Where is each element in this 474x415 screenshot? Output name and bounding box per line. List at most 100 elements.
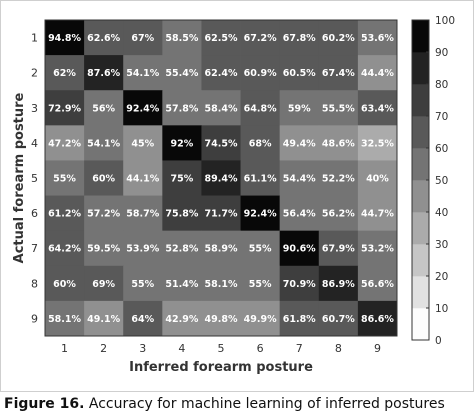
heatmap-cell — [318, 55, 359, 91]
cell-value-label: 48.6% — [322, 138, 355, 149]
y-axis-label: Actual forearm posture — [12, 92, 27, 263]
cell-value-label: 58.9% — [205, 244, 238, 255]
heatmap-cell — [279, 55, 320, 91]
cell-value-label: 55% — [53, 174, 76, 185]
cell-value-label: 54.1% — [126, 68, 159, 79]
heatmap-cell — [318, 265, 359, 302]
cell-value-label: 49.8% — [205, 314, 238, 325]
heatmap-cell — [123, 195, 163, 232]
heatmap-cell — [201, 195, 241, 232]
colorbar-segment — [412, 84, 429, 117]
y-tick-label: 6 — [31, 207, 38, 220]
cell-value-label: 44.4% — [361, 68, 394, 79]
colorbar-segment — [412, 308, 429, 341]
heatmap-cell — [123, 20, 163, 56]
figure-caption: Figure 16. Accuracy for machine learning… — [4, 396, 445, 412]
cell-value-label: 87.6% — [87, 68, 120, 79]
colorbar-tick-label: 20 — [435, 271, 448, 283]
heatmap-cell — [201, 230, 241, 267]
heatmap-cell — [240, 20, 281, 56]
cell-value-label: 63.4% — [361, 103, 394, 114]
caption-text: Accuracy for machine learning of inferre… — [84, 396, 445, 412]
cell-value-label: 71.7% — [205, 209, 238, 220]
heatmap-cell — [357, 230, 398, 267]
plot-border — [44, 19, 398, 337]
cell-value-label: 60.9% — [244, 68, 277, 79]
cell-value-label: 55% — [131, 279, 154, 290]
cell-value-label: 53.9% — [126, 244, 159, 255]
cell-value-label: 59.5% — [87, 244, 120, 255]
cell-value-label: 53.2% — [361, 244, 394, 255]
y-tick-label: 5 — [31, 172, 38, 185]
colorbar-tick-label: 0 — [435, 335, 442, 347]
cell-value-label: 72.9% — [48, 103, 81, 114]
cell-value-label: 57.2% — [87, 209, 120, 220]
cell-value-label: 60% — [53, 279, 76, 290]
heatmap-cell — [279, 195, 320, 232]
x-tick-label: 3 — [139, 342, 146, 355]
cell-value-label: 67.4% — [322, 68, 355, 79]
heatmap-cell — [357, 55, 398, 91]
heatmap-cell — [45, 20, 85, 56]
cell-value-label: 58.7% — [126, 209, 159, 220]
heatmap-cell — [201, 265, 241, 302]
cell-value-label: 67.2% — [244, 33, 277, 44]
cell-value-label: 55.5% — [322, 103, 355, 114]
heatmap-cell — [45, 90, 85, 126]
cell-value-label: 61.1% — [244, 174, 277, 185]
cell-value-label: 56.2% — [322, 209, 355, 220]
y-tick-label: 8 — [31, 277, 38, 290]
cell-value-label: 51.4% — [165, 279, 198, 290]
heatmap-cell — [240, 230, 281, 267]
cell-value-label: 64% — [131, 314, 154, 325]
heatmap-cell — [162, 55, 202, 91]
colorbar-segment — [412, 20, 429, 53]
heatmap-cell — [318, 230, 359, 267]
cell-value-label: 59% — [288, 103, 311, 114]
x-tick-label: 8 — [335, 342, 342, 355]
cell-value-label: 49.4% — [283, 138, 316, 149]
x-axis-label: Inferred forearm posture — [129, 360, 313, 375]
cell-value-label: 54.1% — [87, 138, 120, 149]
heatmap-cell — [318, 300, 359, 337]
heatmap-cell — [357, 20, 398, 56]
heatmap-cell — [162, 160, 202, 196]
cell-value-label: 74.5% — [205, 138, 238, 149]
colorbar-tick-label: 10 — [435, 303, 448, 315]
cell-value-label: 58.4% — [205, 103, 238, 114]
heatmap-cell — [357, 125, 398, 161]
x-tick-label: 7 — [296, 342, 303, 355]
heatmap-cell — [201, 300, 241, 337]
heatmap-chart: 94.8% 62.6% 67% 58.5% 62.5% 67.2% 67.8% 60.2% 53… — [0, 0, 474, 392]
x-tick-label: 4 — [178, 342, 185, 355]
y-tick-label: 1 — [31, 32, 38, 45]
heatmap-cell — [84, 195, 124, 232]
cell-value-label: 62.5% — [205, 33, 238, 44]
heatmap-cell — [84, 230, 124, 267]
heatmap-cell — [240, 265, 281, 302]
colorbar-segment — [412, 148, 429, 181]
y-tick-label: 9 — [31, 312, 38, 325]
x-tick-label: 6 — [257, 342, 264, 355]
cell-value-label: 60.2% — [322, 33, 355, 44]
cell-value-label: 40% — [366, 174, 389, 185]
heatmap-cell — [279, 160, 320, 196]
cell-value-label: 60.5% — [283, 68, 316, 79]
cell-value-label: 60.7% — [322, 314, 355, 325]
cell-value-label: 49.9% — [244, 314, 277, 325]
cell-value-label: 67% — [131, 33, 154, 44]
heatmap-cell — [279, 265, 320, 302]
heatmap-cell — [357, 195, 398, 232]
heatmap-cell — [318, 20, 359, 56]
colorbar-segment — [412, 244, 429, 277]
heatmap-cell — [84, 90, 124, 126]
heatmap-cell — [123, 300, 163, 337]
heatmap-cell — [84, 125, 124, 161]
heatmap-cell — [318, 90, 359, 126]
caption-label: Figure 16. — [4, 396, 85, 412]
cell-value-label: 56% — [92, 103, 115, 114]
cell-value-label: 57.8% — [165, 103, 198, 114]
heatmap-cell — [201, 160, 241, 196]
heatmap-cell — [318, 160, 359, 196]
colorbar-tick-label: 90 — [435, 47, 448, 59]
